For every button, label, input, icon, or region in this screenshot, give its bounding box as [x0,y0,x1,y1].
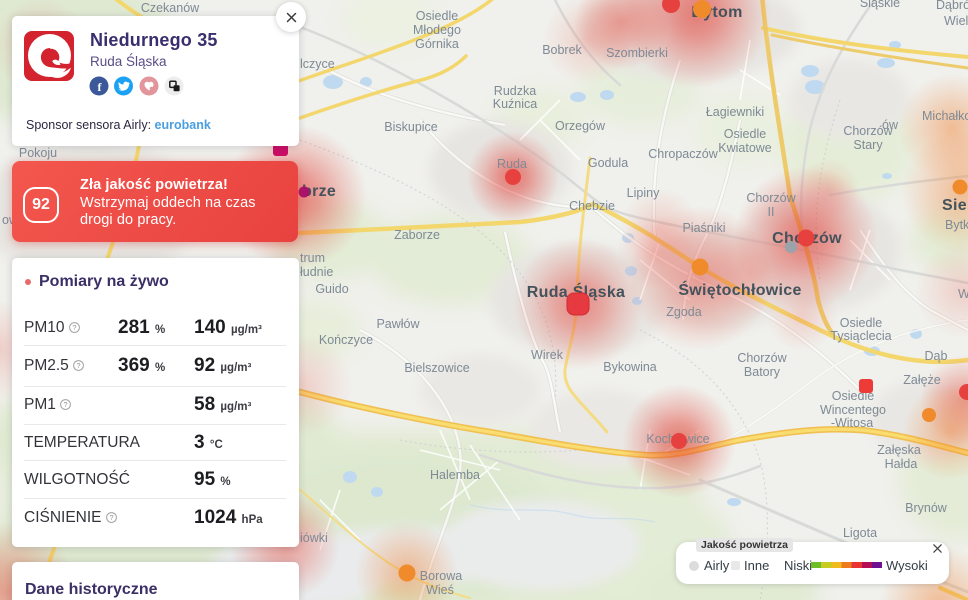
svg-text:lczyce: lczyce [300,57,335,71]
svg-text:iówki: iówki [300,531,328,545]
svg-text:Guido: Guido [315,282,348,296]
svg-text:f: f [98,80,103,94]
svg-text:łudnie: łudnie [300,265,333,279]
svg-text:?: ? [77,361,81,370]
svg-text:Borowa: Borowa [420,569,462,583]
svg-text:Pawłów: Pawłów [376,317,420,331]
svg-text:Piaśniki: Piaśniki [682,221,725,235]
svg-text:Bielszowice: Bielszowice [404,361,469,375]
svg-text:Halemba: Halemba [430,468,480,482]
svg-text:Chorzów: Chorzów [746,191,796,205]
svg-text:Batory: Batory [744,365,781,379]
svg-text:Godula: Godula [588,156,628,170]
svg-text:Dąbrów: Dąbrów [936,0,968,12]
svg-text:Rudzka: Rudzka [494,84,536,98]
svg-text:trum: trum [300,251,325,265]
svg-text:Michałkow: Michałkow [922,109,968,123]
svg-text:Bobrek: Bobrek [542,43,582,57]
svg-text:Tysiąclecia: Tysiąclecia [830,329,891,343]
svg-text:Świętochłowice: Świętochłowice [678,280,801,299]
svg-text:Ligota: Ligota [843,526,877,540]
svg-text:Brynów: Brynów [905,501,948,515]
svg-text:Wincentego: Wincentego [820,403,886,417]
svg-text:Siem: Siem [942,197,968,214]
svg-text:Załęże: Załęże [903,373,941,387]
svg-text:Osiedle: Osiedle [724,127,766,141]
svg-text:Ruda: Ruda [497,157,527,171]
svg-text:Osiedle: Osiedle [416,9,458,23]
svg-text:Chorzów: Chorzów [843,124,893,138]
svg-text:Dąb: Dąb [925,349,948,363]
svg-text:Zaborze: Zaborze [394,228,440,242]
svg-text:Czekanów: Czekanów [141,1,200,15]
svg-text:Stary: Stary [853,138,883,152]
svg-text:brze: brze [302,183,336,200]
svg-text:Bykowina: Bykowina [603,360,657,374]
svg-text:Chebzie: Chebzie [569,199,615,213]
svg-text:Górnika: Górnika [415,37,459,51]
svg-text:Kwiatowe: Kwiatowe [718,141,772,155]
svg-text:Wirek: Wirek [531,348,564,362]
svg-text:?: ? [64,400,68,409]
svg-text:II: II [768,205,775,219]
svg-text:Załęska: Załęska [877,443,921,457]
svg-text:Szombierki: Szombierki [606,46,668,60]
svg-text:Orzegów: Orzegów [555,119,606,133]
svg-text:ów: ów [882,118,899,132]
svg-text:?: ? [72,323,76,332]
svg-text:Chropaczów: Chropaczów [648,147,718,161]
svg-text:Zgoda: Zgoda [666,305,701,319]
svg-text:Ruda Śląska: Ruda Śląska [527,282,625,301]
svg-text:Osiedle: Osiedle [840,316,882,330]
svg-text:Lipiny: Lipiny [627,186,660,200]
svg-text:Kończyce: Kończyce [319,333,373,347]
svg-text:Pokoju: Pokoju [19,146,57,160]
svg-text:Młodego: Młodego [413,23,461,37]
svg-text:Wielk: Wielk [944,14,968,28]
svg-text:Kuźnica: Kuźnica [493,97,538,111]
svg-text:Bytk: Bytk [945,218,968,232]
svg-text:Łagiewniki: Łagiewniki [706,105,764,119]
svg-text:Śląskie: Śląskie [860,0,900,10]
svg-text:Wieś: Wieś [426,583,454,597]
svg-text:Biskupice: Biskupice [384,120,438,134]
svg-text:W: W [958,287,968,301]
svg-text:?: ? [109,513,113,522]
svg-text:Hałda: Hałda [885,457,918,471]
svg-text:Chorzów: Chorzów [737,351,787,365]
svg-text:-Witosa: -Witosa [831,416,873,430]
